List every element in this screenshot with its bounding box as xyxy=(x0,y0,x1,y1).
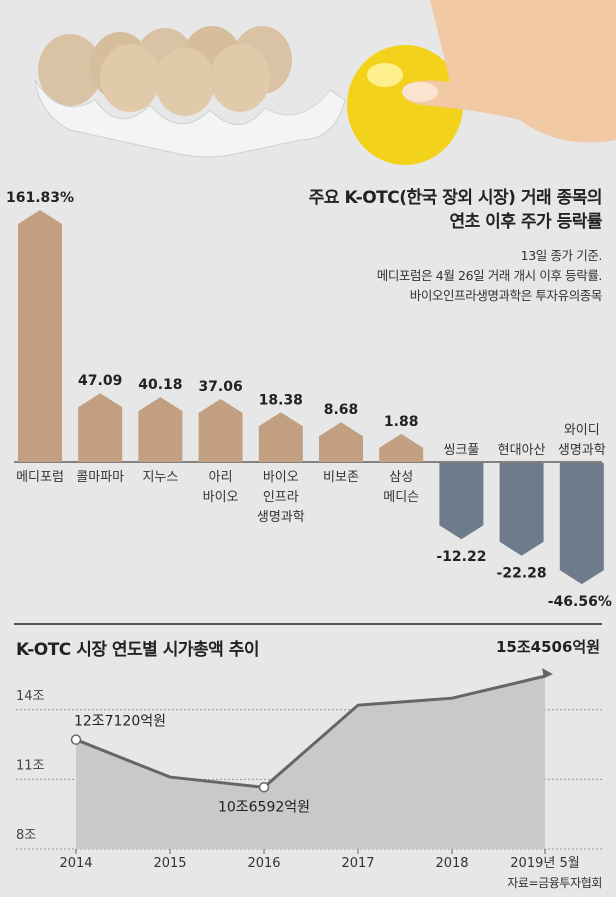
bar-category-label: 아리 xyxy=(209,470,233,485)
hand-icon xyxy=(402,0,616,143)
point-annotation: 12조7120억원 xyxy=(74,714,166,730)
bar-category-label: 지누스 xyxy=(142,470,178,485)
y-tick-label: 11조 xyxy=(16,758,45,773)
bar-value-label: -46.56% xyxy=(548,594,612,610)
x-tick-label: 2019년 5월 xyxy=(510,856,579,871)
bar-value-label: 40.18 xyxy=(138,377,182,393)
y-tick-label: 8조 xyxy=(16,828,36,843)
bar-chart-title-line2: 연초 이후 주가 등락률 xyxy=(449,212,602,232)
bar-chart: 161.83%메디포럼47.09콜마파마40.18지누스37.06아리바이오18… xyxy=(6,190,612,610)
bar-category-label: 바이오 xyxy=(263,470,299,485)
source-note: 자료=금융투자협회 xyxy=(507,876,602,890)
bar-value-label: 8.68 xyxy=(324,402,359,418)
bar-category-label: 와이디 xyxy=(564,423,600,438)
point-annotation: 15조4506억원 xyxy=(496,638,600,656)
note: 메디포럼은 4월 26일 거래 개시 이후 등락률. xyxy=(376,268,603,283)
bar-category-label: 바이오 xyxy=(203,490,239,505)
divider xyxy=(14,623,602,625)
bar xyxy=(78,393,123,462)
bar-value-label: 37.06 xyxy=(198,379,242,395)
area-chart-title: K-OTC 시장 연도별 시가총액 추이 xyxy=(16,640,260,660)
bar-chart-title: 주요 K-OTC(한국 장외 시장) 거래 종목의 연초 이후 주가 등락률 xyxy=(308,186,603,234)
bar-value-label: 18.38 xyxy=(259,392,303,408)
bar xyxy=(319,422,363,462)
note: 13일 종가 기준. xyxy=(520,248,603,263)
bar-value-label: -12.22 xyxy=(436,549,486,565)
bar-category-label: 현대아산 xyxy=(498,443,546,458)
bar xyxy=(198,398,243,462)
egg-tray-icon xyxy=(34,26,346,158)
x-tick-label: 2017 xyxy=(341,856,374,871)
bar xyxy=(18,210,62,462)
bar-category-label: 메디포럼 xyxy=(16,470,64,485)
bar-chart-notes: 13일 종가 기준. 메디포럼은 4월 26일 거래 개시 이후 등락률. 바이… xyxy=(376,246,603,306)
bar-value-label: 47.09 xyxy=(78,373,122,389)
x-tick-label: 2015 xyxy=(153,856,186,871)
bar-category-label: 비보존 xyxy=(323,470,359,485)
bar xyxy=(379,433,424,462)
bar xyxy=(138,397,183,462)
bar xyxy=(499,463,544,556)
golden-egg-icon xyxy=(347,45,463,165)
x-tick-label: 2016 xyxy=(247,856,280,871)
note: 바이오인프라생명과학은 투자유의종목 xyxy=(409,288,603,303)
bar-category-label: 생명과학 xyxy=(257,510,305,525)
bar xyxy=(439,463,484,540)
bar-value-label: -22.28 xyxy=(497,566,547,582)
y-tick-label: 14조 xyxy=(16,689,45,704)
bar-category-label: 삼성 xyxy=(389,470,413,485)
x-tick-label: 2018 xyxy=(435,856,468,871)
bar-category-label: 콜마파마 xyxy=(76,470,124,485)
point-annotation: 10조6592억원 xyxy=(218,799,310,815)
bar xyxy=(559,463,604,585)
data-point xyxy=(258,782,270,793)
x-tick-label: 2014 xyxy=(59,856,92,871)
bar-category-label: 생명과학 xyxy=(558,443,606,458)
bar-chart-title-line1: 주요 K-OTC(한국 장외 시장) 거래 종목의 xyxy=(308,188,603,208)
egg-illustration xyxy=(34,0,616,165)
bar xyxy=(258,412,303,462)
bar-value-label: 1.88 xyxy=(384,414,419,430)
arrow-head-icon xyxy=(542,668,553,679)
area-fill xyxy=(76,676,545,849)
series-line xyxy=(75,674,546,789)
data-point xyxy=(70,734,82,745)
bar-value-label: 161.83% xyxy=(6,190,74,206)
bar-category-label: 씽크풀 xyxy=(443,443,479,458)
bar-category-label: 인프라 xyxy=(263,490,299,505)
bar-category-label: 메디슨 xyxy=(383,490,419,505)
